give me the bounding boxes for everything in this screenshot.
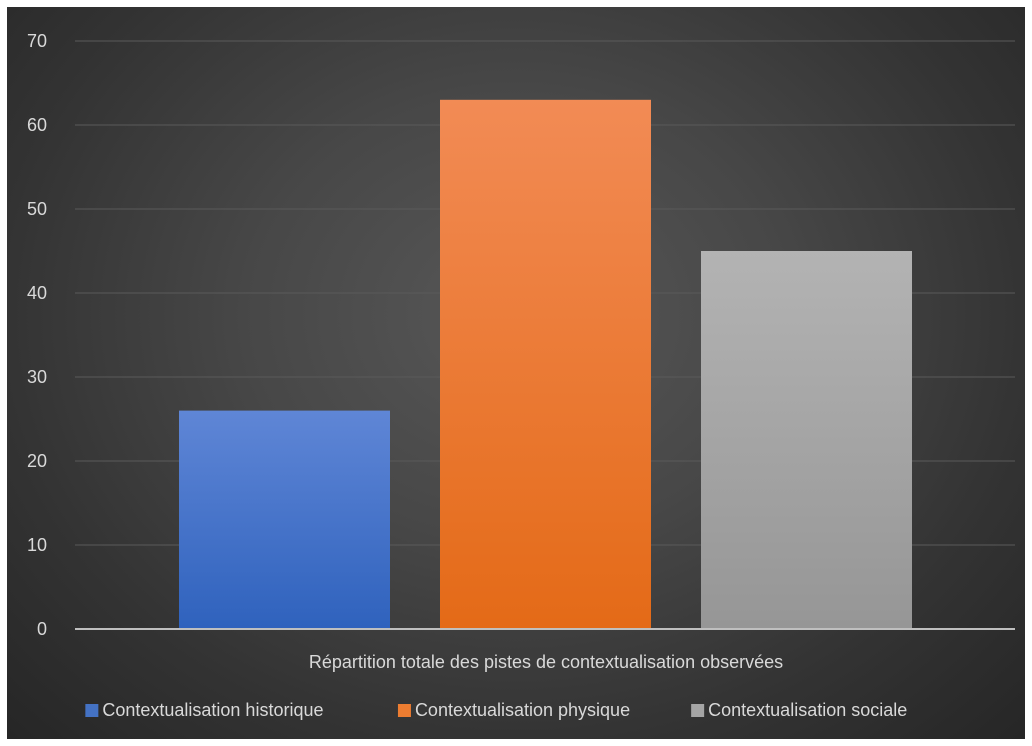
y-axis-ticks: 0 10 20 30 40 50 60 70 xyxy=(27,31,47,639)
y-tick-label: 60 xyxy=(27,115,47,135)
y-tick-label: 10 xyxy=(27,535,47,555)
bar-contextualisation-historique xyxy=(179,410,390,629)
legend: Contextualisation historique Contextualis… xyxy=(85,700,907,720)
bar-contextualisation-physique xyxy=(440,99,651,630)
y-tick-label: 30 xyxy=(27,367,47,387)
legend-label: Contextualisation physique xyxy=(415,700,630,720)
bar-contextualisation-sociale xyxy=(701,251,912,629)
legend-label: Contextualisation sociale xyxy=(708,700,907,720)
chart-area: 0 10 20 30 40 50 60 70 Répartition totale des p… xyxy=(7,7,1025,739)
bar-chart: 0 10 20 30 40 50 60 70 Répartition totale des p… xyxy=(27,31,1015,720)
legend-swatch xyxy=(85,704,99,717)
y-tick-label: 40 xyxy=(27,283,47,303)
bars xyxy=(179,99,912,630)
y-tick-label: 70 xyxy=(27,31,47,51)
y-tick-label: 20 xyxy=(27,451,47,471)
legend-swatch xyxy=(397,704,411,717)
legend-label: Contextualisation historique xyxy=(102,700,323,720)
y-tick-label: 0 xyxy=(37,619,47,639)
y-tick-label: 50 xyxy=(27,199,47,219)
legend-swatch xyxy=(691,704,705,717)
category-label: Répartition totale des pistes de context… xyxy=(309,652,783,672)
